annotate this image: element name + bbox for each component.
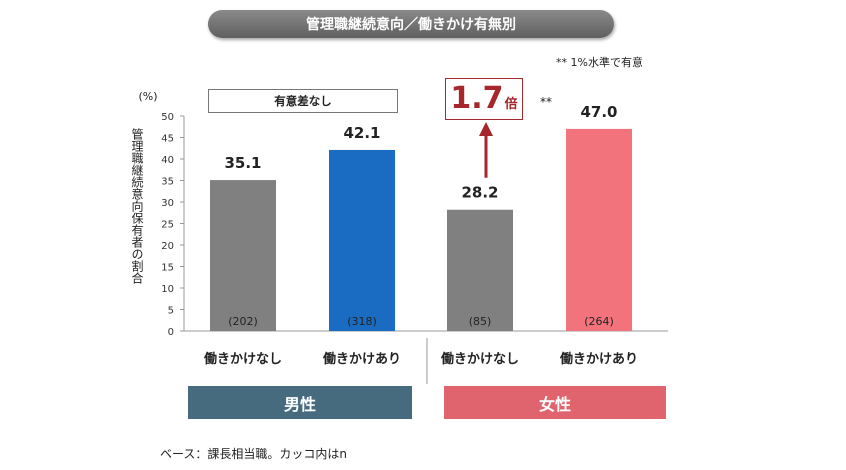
data-label: 28.2	[461, 184, 498, 202]
chart-title: 管理職継続意向／働きかけ有無別	[208, 10, 614, 38]
category-label: 働きかけなし	[203, 351, 282, 367]
y-tick-label: 15	[161, 263, 174, 274]
y-tick-label: 35	[161, 177, 174, 188]
n-label: (264)	[584, 315, 614, 328]
y-tick-label: 20	[161, 241, 174, 252]
data-label: 35.1	[224, 154, 261, 172]
y-tick-label: 25	[161, 220, 174, 231]
ratio-unit: 倍	[504, 97, 518, 112]
y-tick-label: 0	[168, 327, 174, 338]
data-label: 47.0	[580, 103, 617, 121]
y-unit-label: (%)	[138, 90, 157, 103]
bar-3	[566, 128, 632, 331]
n-label: (85)	[469, 315, 492, 328]
ratio-arrow-head	[479, 122, 493, 136]
bar-0	[210, 180, 276, 331]
y-tick-label: 50	[161, 112, 174, 123]
ratio-box: 1.7 倍	[445, 78, 523, 120]
n-label: (318)	[347, 315, 377, 328]
group-label-male: 男性	[188, 386, 412, 419]
category-label: 働きかけなし	[440, 351, 519, 367]
y-axis-label: 管理職継続意向保有者の割合	[130, 128, 144, 284]
significance-note: ** 1%水準で有意	[556, 56, 643, 69]
y-tick-label: 10	[161, 284, 174, 295]
y-tick-label: 40	[161, 155, 174, 166]
y-tick-label: 5	[168, 306, 174, 317]
n-label: (202)	[228, 315, 258, 328]
y-tick-label: 30	[161, 198, 174, 209]
group-label-female: 女性	[444, 386, 666, 419]
footer-note: ベース：課長相当職。カッコ内はn	[160, 447, 348, 461]
ratio-value: 1.7	[450, 81, 504, 116]
data-label: 42.1	[343, 124, 380, 142]
category-label: 働きかけあり	[559, 351, 638, 367]
y-tick-label: 45	[161, 134, 174, 145]
no-significance-box: 有意差なし	[208, 89, 398, 113]
category-label: 働きかけあり	[322, 351, 401, 367]
bar-1	[329, 149, 395, 331]
ratio-significance-stars: **	[540, 95, 552, 109]
bar-2	[447, 209, 513, 331]
